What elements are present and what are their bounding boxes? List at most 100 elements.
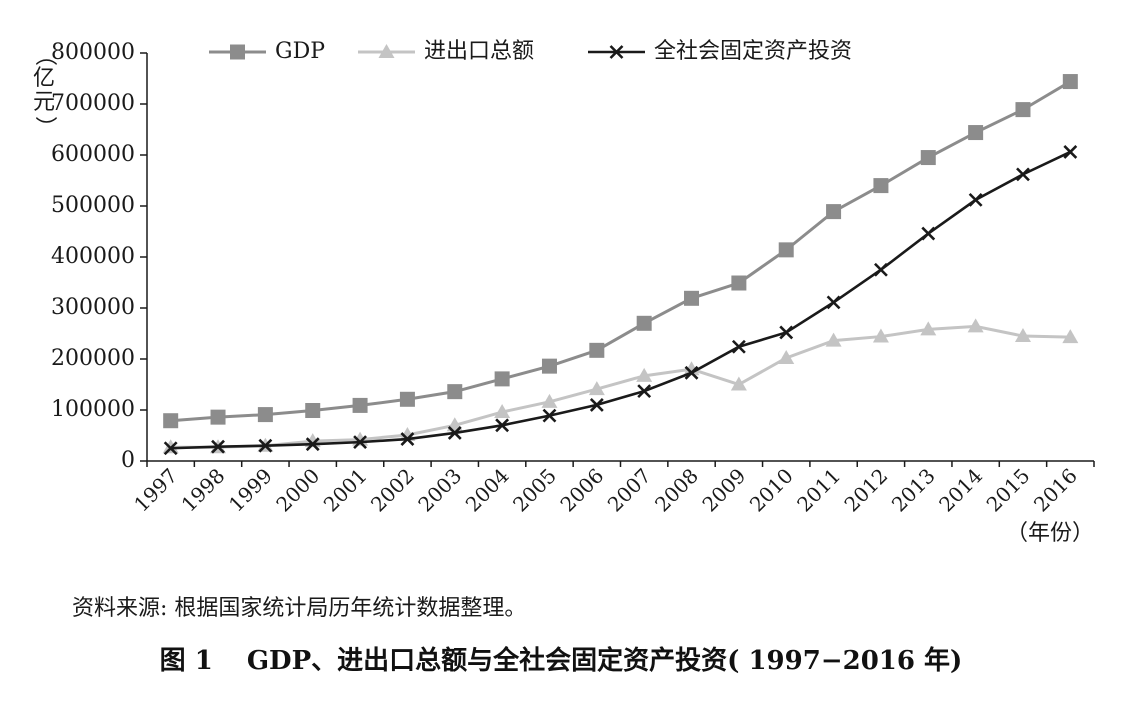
data-point [731, 275, 747, 291]
y-axis: 0 100000 200000 300000 400000 500000 600000 700… [51, 40, 148, 473]
source-note: 资料来源: 根据国家统计局历年统计数据整理。 [72, 596, 527, 621]
data-point [1016, 167, 1030, 182]
data-point [305, 403, 321, 419]
y-tick-label: 400000 [51, 244, 135, 269]
x-tick-label: 2001 [319, 464, 372, 517]
data-point [588, 381, 605, 396]
x-tick-label: 2014 [934, 464, 987, 517]
data-point [1062, 329, 1079, 344]
x-tick-label: 2002 [366, 464, 419, 517]
series-0 [163, 74, 1078, 429]
x-tick-label: 1999 [224, 464, 277, 517]
legend-item-1: 进出口总额 [358, 39, 534, 64]
data-point [399, 391, 415, 407]
legend-label: 全社会固定资产投资 [654, 39, 852, 64]
x-tick-label: 2007 [603, 464, 656, 517]
data-point [637, 384, 652, 399]
data-point [541, 358, 557, 374]
data-point [872, 328, 889, 343]
y-axis-label-char: （ [32, 44, 57, 66]
y-tick-label: 0 [121, 448, 135, 473]
data-point [494, 371, 510, 387]
data-point [495, 418, 510, 433]
x-tick-label: 2004 [461, 464, 514, 517]
data-point [920, 321, 937, 336]
data-point [684, 290, 700, 306]
data-point [400, 432, 415, 446]
series-group [162, 74, 1079, 456]
series-line [170, 150, 1071, 450]
data-point [874, 262, 888, 277]
data-point [968, 125, 984, 141]
data-point [494, 404, 511, 419]
figure-caption: 图 1 GDP、进出口总额与全社会固定资产投资( 1997−2016 年) [0, 640, 1122, 677]
y-axis-label-char: 亿 [33, 66, 55, 91]
data-point [163, 413, 179, 429]
x-tick-label: 2015 [982, 464, 1035, 517]
data-point [163, 441, 178, 456]
data-point [1014, 328, 1031, 343]
data-point [541, 393, 558, 408]
x-tick-label: 2012 [839, 464, 892, 517]
data-point [920, 150, 936, 166]
y-tick-label: 500000 [51, 193, 135, 218]
series-1 [162, 318, 1079, 454]
data-point [589, 397, 604, 412]
chart: （亿元） 0 100000 200000 300000 400000 500000 6000… [32, 39, 1095, 546]
x-tick-label: 2000 [271, 464, 324, 517]
data-point [778, 242, 794, 258]
data-point [730, 376, 747, 391]
legend-item-2: 全社会固定资产投资 [588, 39, 852, 64]
y-axis-label-char: ） [32, 116, 57, 138]
data-point [684, 365, 699, 380]
data-point [378, 44, 395, 58]
data-point [778, 349, 795, 364]
data-point [542, 408, 557, 423]
data-point [825, 332, 842, 347]
data-point [211, 439, 225, 454]
legend-label: 进出口总额 [424, 39, 534, 64]
x-tick-label: 2010 [745, 464, 798, 517]
y-tick-label: 300000 [51, 295, 135, 320]
x-tick-label: 2005 [508, 464, 561, 517]
data-point [447, 426, 462, 440]
legend: GDP 进出口总额 全社会固定资产投资 [209, 39, 852, 64]
x-tick-label: 1997 [129, 464, 182, 517]
data-point [589, 342, 605, 358]
x-tick-label: 2006 [555, 464, 608, 517]
x-tick-label: 2016 [1029, 464, 1082, 517]
data-point [826, 204, 842, 220]
data-point [826, 295, 841, 310]
data-point [636, 315, 652, 331]
y-tick-label: 600000 [51, 142, 135, 167]
series-line [170, 80, 1072, 423]
y-tick-label: 700000 [51, 91, 135, 116]
y-axis-label-char: 元 [33, 90, 55, 115]
x-tick-label: 2008 [650, 464, 703, 517]
data-point [1015, 102, 1031, 118]
data-point [257, 407, 273, 423]
y-tick-label: 200000 [51, 346, 135, 371]
data-point [353, 435, 367, 450]
data-point [731, 339, 746, 354]
figure-number: 图 1 [159, 646, 213, 676]
data-point [609, 45, 624, 59]
legend-item-0: GDP [209, 39, 325, 64]
data-point [967, 318, 984, 333]
x-tick-label: 2011 [792, 464, 845, 517]
y-tick-label: 100000 [51, 397, 135, 422]
series-line [170, 324, 1071, 449]
data-point [230, 44, 245, 60]
data-point [636, 367, 653, 382]
x-tick-label: 2009 [697, 464, 750, 517]
data-point [1063, 145, 1078, 159]
data-point [968, 192, 983, 207]
y-axis-label: （亿元） [32, 44, 57, 138]
data-point [162, 439, 179, 454]
data-point [1062, 74, 1078, 90]
data-point [921, 226, 936, 241]
series-2 [163, 145, 1078, 456]
y-tick-label: 800000 [51, 40, 135, 65]
x-axis-label: （年份） [1006, 521, 1094, 546]
x-axis: 1997199819992000200120022003200420052006… [129, 460, 1095, 517]
